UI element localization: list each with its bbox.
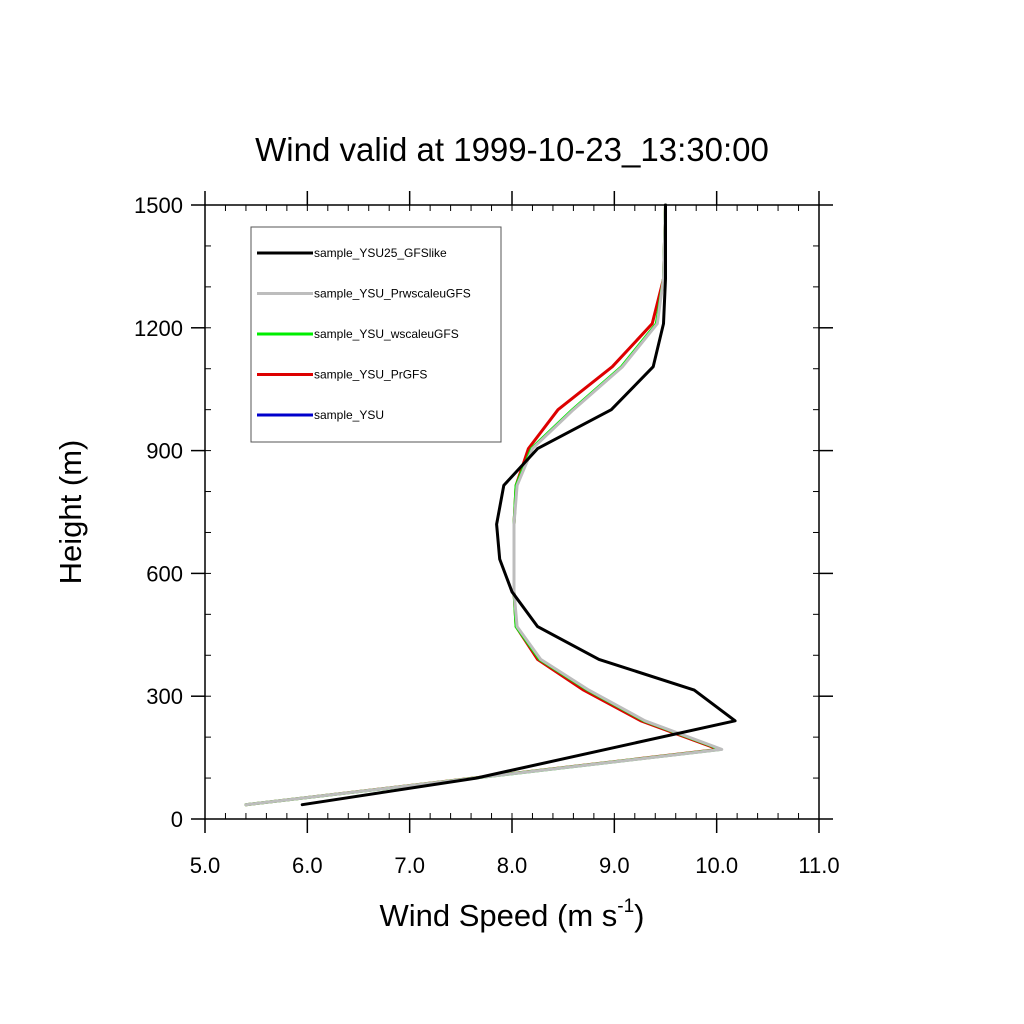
- chart-title: Wind valid at 1999-10-23_13:30:00: [255, 131, 769, 168]
- legend-label-sample-ysu-wscaleugfs: sample_YSU_wscaleuGFS: [314, 327, 459, 341]
- x-axis-title: Wind Speed (m s-1): [380, 896, 645, 933]
- y-tick-label: 600: [146, 561, 183, 586]
- x-tick-label: 7.0: [394, 853, 425, 878]
- x-tick-label: 11.0: [798, 853, 839, 878]
- x-tick-label: 5.0: [190, 853, 221, 878]
- x-tick-label: 6.0: [292, 853, 323, 878]
- x-tick-labels: 5.0 6.0 7.0 8.0 9.0 10.0 11.0: [190, 853, 840, 878]
- series-layer: [244, 203, 737, 807]
- y-tick-label: 900: [146, 439, 183, 464]
- legend-label-sample-ysu-prwscaleugfs: sample_YSU_PrwscaleuGFS: [314, 287, 471, 301]
- legend: sample_YSU25_GFSlike sample_YSU_Prwscaleu…: [250, 226, 502, 443]
- x-tick-label: 8.0: [497, 853, 528, 878]
- major-ticks: [191, 191, 833, 833]
- y-tick-label: 1500: [134, 193, 183, 218]
- legend-label-sample-ysu25-gfslike: sample_YSU25_GFSlike: [314, 246, 447, 260]
- x-axis-title-superscript: -1: [617, 896, 634, 917]
- legend-label-sample-ysu-prgfs: sample_YSU_PrGFS: [314, 368, 427, 382]
- x-tick-label: 10.0: [695, 853, 738, 878]
- y-axis-title: Height (m): [53, 440, 88, 585]
- x-axis-title-main: Wind Speed (m s: [380, 898, 618, 933]
- series-line-sample-ysu-prwscaleugfs: [244, 203, 724, 807]
- y-tick-label: 300: [146, 684, 183, 709]
- y-tick-label: 0: [171, 807, 183, 832]
- y-tick-label: 1200: [134, 316, 183, 341]
- x-axis-title-suffix: ): [634, 898, 644, 933]
- x-tick-label: 9.0: [599, 853, 630, 878]
- legend-items: sample_YSU25_GFSlike sample_YSU_Prwscaleu…: [257, 246, 471, 422]
- series-line-sample-ysu25-gfslike: [300, 203, 737, 807]
- legend-label-sample-ysu: sample_YSU: [314, 408, 384, 422]
- plot-frame: [204, 204, 820, 820]
- y-tick-labels: 0 300 600 900 1200 1500: [134, 193, 183, 832]
